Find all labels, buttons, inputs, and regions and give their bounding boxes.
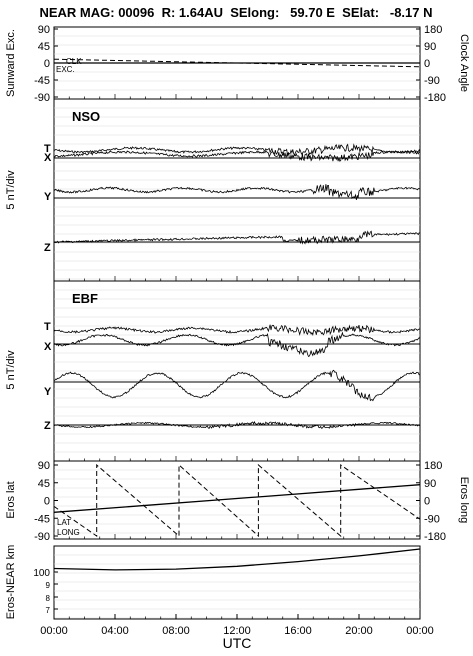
clk-series-line	[53, 58, 421, 68]
eros-right-ylabel: Eros long	[458, 477, 470, 523]
right-tick-label: 0	[424, 496, 430, 508]
range-tick-label: 7	[46, 606, 51, 615]
nso-t-label: T	[44, 143, 51, 155]
nso-x-trace	[53, 150, 421, 162]
left-tick-label: -45	[34, 75, 50, 87]
nso-z-label: Z	[44, 242, 51, 254]
ebf-x-trace	[53, 331, 421, 358]
range-series-line	[53, 548, 421, 571]
ebf-y-trace	[53, 369, 421, 402]
ebf-y-label: Y	[44, 386, 52, 398]
x-tick-label: 16:00	[284, 625, 312, 637]
nso-panel-title: NSO	[72, 109, 100, 124]
ebf-t-trace	[53, 324, 421, 337]
x-axis-ticks: 00:00 04:00 08:00 12:00 16:00 20:00 00:00	[40, 94, 434, 637]
range-tick-label: 9	[46, 581, 51, 590]
left-tick-label: 90	[38, 24, 50, 36]
ebf-panel-title: EBF	[72, 291, 98, 306]
x-tick-label: 04:00	[101, 625, 129, 637]
left-tick-label: -90	[34, 531, 50, 543]
left-tick-label: -90	[34, 92, 50, 104]
range-ylabel: Eros-NEAR km	[5, 545, 17, 620]
ebf-ylabel: 5 nT/div	[5, 350, 17, 390]
right-tick-label: 180	[424, 24, 442, 36]
x-tick-label: 00:00	[406, 625, 434, 637]
left-tick-label: -45	[34, 513, 50, 525]
exc-series-label: EXC.	[56, 65, 75, 74]
eros-tick-labels: 90 45 0 -45 -90 180 90 0 -90 -180	[34, 460, 446, 543]
nso-component-labels: T X Y Z	[44, 143, 52, 254]
nso-t-trace	[53, 143, 421, 157]
gridlines	[54, 35, 420, 619]
ebf-z-label: Z	[44, 420, 51, 432]
eros-left-ylabel: Eros lat	[5, 481, 17, 518]
figure-header: NEAR MAG: 00096 R: 1.64AU SElong: 59.70 …	[39, 5, 432, 20]
right-tick-label: -90	[424, 75, 440, 87]
left-tick-label: 0	[44, 496, 50, 508]
left-tick-label: 45	[38, 478, 50, 490]
ebf-z-trace	[53, 420, 421, 429]
x-axis-label: UTC	[223, 635, 252, 651]
x-tick-label: 00:00	[40, 625, 68, 637]
right-tick-label: -180	[424, 531, 446, 543]
x-tick-label: 08:00	[162, 625, 190, 637]
nso-x-label: X	[44, 152, 52, 164]
right-tick-label: -180	[424, 92, 446, 104]
left-tick-label: 0	[44, 58, 50, 70]
ebf-component-labels: T X Y Z	[44, 321, 52, 432]
range-tick-labels: 100 9 8 7	[33, 568, 58, 615]
clk-series-label: CLK	[66, 57, 82, 66]
range-panel-frame	[53, 545, 421, 620]
ebf-t-label: T	[44, 321, 51, 333]
left-tick-label: 45	[38, 41, 50, 53]
angles-right-ylabel: Clock Angle	[458, 34, 470, 92]
long-series-line	[53, 463, 421, 538]
nso-y-label: Y	[44, 191, 52, 203]
left-tick-label: 90	[38, 460, 50, 472]
long-series-label: LONG	[57, 528, 80, 537]
right-tick-label: 0	[424, 58, 430, 70]
right-tick-label: 90	[424, 41, 436, 53]
x-tick-label: 12:00	[223, 625, 251, 637]
range-tick-label: 8	[46, 594, 51, 603]
range-tick-label: 100	[33, 568, 50, 579]
ebf-x-label: X	[44, 341, 52, 353]
nso-z-trace	[53, 230, 421, 245]
nso-ylabel: 5 nT/div	[5, 170, 17, 210]
lat-series-line	[53, 484, 421, 513]
nso-y-trace	[53, 184, 420, 200]
angles-left-ylabel: Sunward Exc.	[5, 29, 17, 97]
eros-panel-frame	[53, 460, 421, 540]
right-tick-label: 90	[424, 478, 436, 490]
right-tick-label: 180	[424, 460, 442, 472]
angles-tick-labels: 90 45 0 -45 -90 180 90 0 -90 -180	[34, 24, 446, 104]
x-tick-label: 20:00	[345, 625, 373, 637]
lat-series-label: LAT	[57, 518, 71, 527]
right-tick-label: -90	[424, 513, 440, 525]
